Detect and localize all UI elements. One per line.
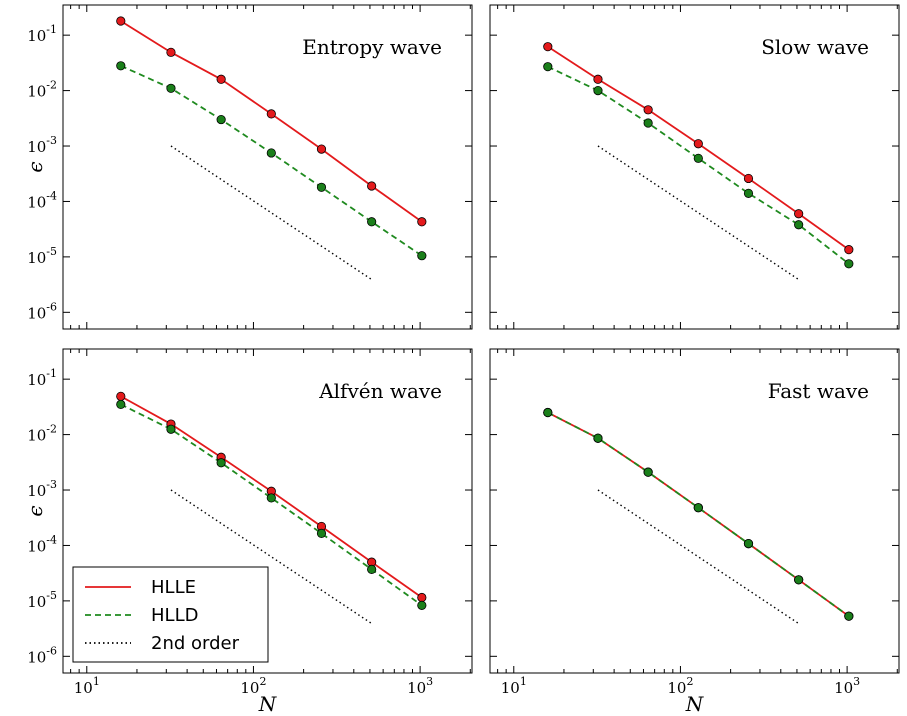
data-point-hlld (593, 85, 603, 96)
panel-4: 101 102 103 N Fast wave (489, 348, 900, 716)
y-tick-label: 10-6 (27, 300, 57, 322)
y-tick-label: 10-1 (27, 367, 57, 389)
data-point-hlld (743, 538, 754, 549)
panel-1: 10-1 10-2 10-3 10-4 10-5 10-6 ϵ Entropy wave (23, 4, 473, 330)
x-axis-label: N (258, 692, 278, 716)
data-point-hlld (844, 259, 854, 269)
data-point-hlld (166, 424, 176, 434)
data-point-hlld (116, 61, 126, 71)
y-tick-label: 10-6 (27, 644, 57, 666)
data-point-hlle (116, 16, 126, 26)
data-point-hlle (543, 42, 553, 52)
data-point-hlle (743, 173, 754, 184)
panel-title: Entropy wave (302, 35, 442, 59)
y-tick-label: 10-1 (27, 23, 57, 45)
y-axis-label: ϵ (23, 505, 47, 516)
data-point-hlld (216, 114, 226, 125)
data-point-hlld (166, 83, 176, 93)
data-point-hlle (643, 105, 653, 115)
data-point-hlle (216, 74, 226, 84)
x-tick-label: 101 (74, 675, 100, 697)
panel-2: Slow wave (489, 4, 900, 330)
data-point-hlld (643, 118, 653, 128)
data-point-hlle (693, 139, 703, 149)
data-point-hlld (693, 153, 703, 163)
data-point-hlld (266, 148, 276, 158)
panel-title: Fast wave (768, 379, 869, 403)
data-point-hlle (844, 245, 854, 255)
x-tick-label: 101 (501, 675, 527, 697)
data-point-hlld (543, 407, 553, 418)
data-point-hlld (417, 600, 427, 610)
data-point-hlld (367, 564, 377, 574)
plot-frame (489, 348, 900, 674)
plot-frame (62, 4, 473, 330)
y-tick-label: 10-2 (27, 79, 57, 101)
data-point-hlld (316, 528, 327, 538)
panel-title: Alfvén wave (318, 379, 442, 403)
data-point-hlld (794, 220, 804, 230)
y-tick-label: 10-3 (27, 478, 57, 500)
y-tick-label: 10-5 (27, 245, 57, 267)
panel-3: 10-1 10-2 10-3 10-4 10-5 10-6 ϵ 101 102 103 N Alfvé… (23, 348, 473, 716)
x-tick-label: 103 (834, 675, 860, 697)
y-tick-label: 10-4 (27, 533, 57, 555)
data-point-hlld (794, 575, 804, 585)
data-point-hlld (316, 182, 327, 192)
y-tick-label: 10-3 (27, 134, 57, 156)
data-point-hlle (266, 109, 276, 119)
data-point-hlld (216, 458, 226, 468)
data-point-hlle (316, 144, 327, 154)
data-point-hlle (417, 592, 427, 603)
legend: HLLE HLLD 2nd order (72, 566, 269, 663)
x-axis-label: N (685, 692, 705, 716)
data-point-hlle (794, 209, 804, 219)
data-point-hlle (593, 74, 603, 84)
data-point-hlld (266, 493, 276, 503)
legend-label-order2: 2nd order (151, 633, 240, 654)
data-point-hlld (417, 251, 427, 261)
data-point-hlld (643, 467, 653, 477)
plot-frame (489, 4, 900, 330)
data-point-hlld (116, 399, 126, 410)
data-point-hlld (593, 433, 603, 443)
data-point-hlld (844, 611, 854, 621)
y-axis-label: ϵ (23, 161, 47, 172)
y-tick-label: 10-4 (27, 189, 57, 211)
data-point-hlle (116, 391, 126, 401)
data-point-hlld (367, 217, 377, 227)
data-point-hlle (417, 217, 427, 227)
y-tick-label: 10-5 (27, 589, 57, 611)
x-tick-label: 103 (407, 675, 433, 697)
y-tick-label: 10-2 (27, 423, 57, 445)
panel-title: Slow wave (761, 35, 869, 59)
data-point-hlle (367, 181, 377, 191)
x-tick-label: 102 (240, 675, 266, 697)
data-point-hlld (543, 62, 553, 72)
data-point-hlld (693, 503, 703, 513)
legend-label-hlld: HLLD (151, 605, 198, 626)
data-point-hlld (743, 188, 754, 198)
data-point-hlle (166, 47, 176, 57)
legend-label-hlle: HLLE (151, 577, 196, 598)
x-tick-label: 102 (667, 675, 693, 697)
